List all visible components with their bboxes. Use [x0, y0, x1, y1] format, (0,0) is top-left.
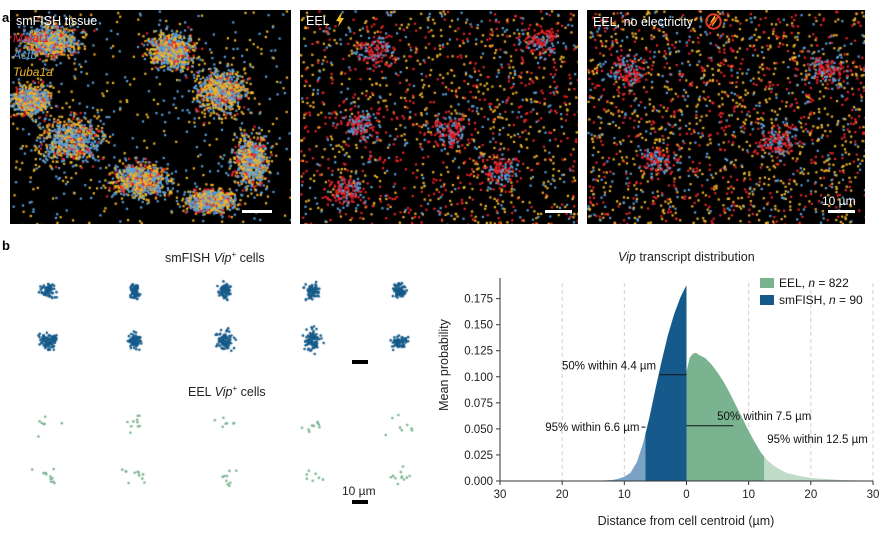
- panel-b-letter: b: [2, 238, 10, 253]
- smfish-tissue-image: smFISH tissue Malat1 Actb Tuba1a: [10, 10, 291, 224]
- eel-95-label: 95% within 12.5 µm: [767, 434, 868, 446]
- chart-annotations: 50% within 4.4 µm 95% within 6.6 µm 50% wi…: [545, 361, 868, 446]
- chart-gridlines: [561, 283, 874, 481]
- tile-title-eel: EEL: [306, 13, 345, 29]
- y-tick-label: 0.050: [464, 424, 493, 436]
- x-tick-label: 30: [494, 489, 507, 501]
- eel-scale-bar: [352, 500, 368, 504]
- eel-no-electricity-image: EEL, no electricity 10 µm: [587, 10, 865, 224]
- y-tick-label: 0.150: [464, 320, 493, 332]
- y-axis-label: Mean probability: [437, 318, 451, 410]
- smfish-50-label: 50% within 4.4 µm: [562, 361, 656, 373]
- smfish-vip-cells-title: smFISH Vip+ cells: [165, 250, 265, 265]
- y-tick-label: 0.025: [464, 450, 493, 462]
- chart-axes: 0.000 0.025 0.050 0.075 0.100 0.125 0.150 0.175…: [464, 278, 879, 501]
- x-tick-label: 30: [867, 489, 880, 501]
- eel-image: EEL: [300, 10, 578, 224]
- eel-title-sup: +: [232, 384, 238, 393]
- scale-bar-label: 10 µm: [822, 194, 856, 208]
- tile-title-eel-text: EEL: [306, 14, 330, 28]
- eel-title-gene: Vip: [214, 385, 233, 400]
- y-tick-label: 0.000: [464, 476, 493, 488]
- smfish-title-sup: +: [231, 250, 237, 259]
- smfish-tail-area: [562, 433, 646, 481]
- y-tick-label: 0.100: [464, 372, 493, 384]
- x-tick-label: 0: [683, 489, 689, 501]
- plot-title-gene: Vip: [618, 250, 636, 264]
- x-tick-label: 20: [556, 489, 569, 501]
- eel-legend-label: EEL, n = 822: [779, 276, 849, 290]
- chart-areas: [562, 285, 873, 481]
- plot-title: Vip transcript distribution: [618, 250, 755, 264]
- legend-tuba1a: Tuba1a: [13, 65, 53, 79]
- eel-scale-label: 10 µm: [342, 484, 376, 498]
- smfish-scale-bar: [352, 360, 368, 364]
- smfish-95-label: 95% within 6.6 µm: [545, 422, 639, 434]
- eel-vip-cells-grid: [20, 400, 420, 500]
- y-tick-label: 0.125: [464, 346, 493, 358]
- y-tick-label: 0.075: [464, 398, 493, 410]
- eel-title-text: EEL: [188, 385, 215, 400]
- tile-title-smfish: smFISH tissue: [16, 14, 98, 28]
- smfish-title-text: smFISH: [165, 251, 214, 266]
- smfish-tissue-spots: [10, 10, 291, 224]
- eel-no-electricity-spots: [587, 10, 865, 224]
- y-tick-label: 0.175: [464, 294, 493, 306]
- no-electricity-icon: [704, 13, 722, 30]
- eel-vip-cells-title: EEL Vip+ cells: [188, 384, 266, 399]
- tile-title-no-electricity: EEL, no electricity: [593, 13, 722, 30]
- smfish-title-suffix: cells: [236, 251, 265, 266]
- x-tick-label: 10: [618, 489, 631, 501]
- eel-legend-swatch: [760, 278, 774, 288]
- smfish-title-gene: Vip: [213, 251, 232, 266]
- eel-tail-area: [764, 456, 873, 481]
- smfish-legend-swatch: [760, 295, 774, 305]
- eel-50-label: 50% within 7.5 µm: [717, 411, 811, 423]
- smfish-legend-label: smFISH, n = 90: [779, 293, 863, 307]
- smfish-core-area: [645, 285, 687, 481]
- scale-bar: [828, 210, 855, 213]
- smfish-vip-cells-grid: [20, 266, 420, 366]
- panel-a-letter: a: [2, 10, 10, 25]
- plot-title-text: transcript distribution: [635, 250, 755, 264]
- tile-title-no-electricity-text: EEL, no electricity: [593, 15, 694, 29]
- x-axis-label: Distance from cell centroid (µm): [598, 514, 775, 528]
- lightning-icon: [336, 13, 345, 27]
- eel-core-area: [686, 352, 765, 481]
- eel-spots: [300, 10, 578, 224]
- scale-bar: [242, 210, 272, 213]
- x-tick-label: 10: [742, 489, 755, 501]
- scale-bar: [545, 210, 572, 213]
- eel-cell-spots: [20, 400, 420, 500]
- eel-title-suffix: cells: [237, 385, 266, 400]
- x-tick-label: 20: [804, 489, 817, 501]
- smfish-cell-spots: [20, 266, 420, 366]
- legend-actb: Actb: [13, 48, 38, 62]
- chart-legend: EEL, n = 822 smFISH, n = 90: [760, 276, 863, 307]
- legend-malat1: Malat1: [13, 31, 50, 45]
